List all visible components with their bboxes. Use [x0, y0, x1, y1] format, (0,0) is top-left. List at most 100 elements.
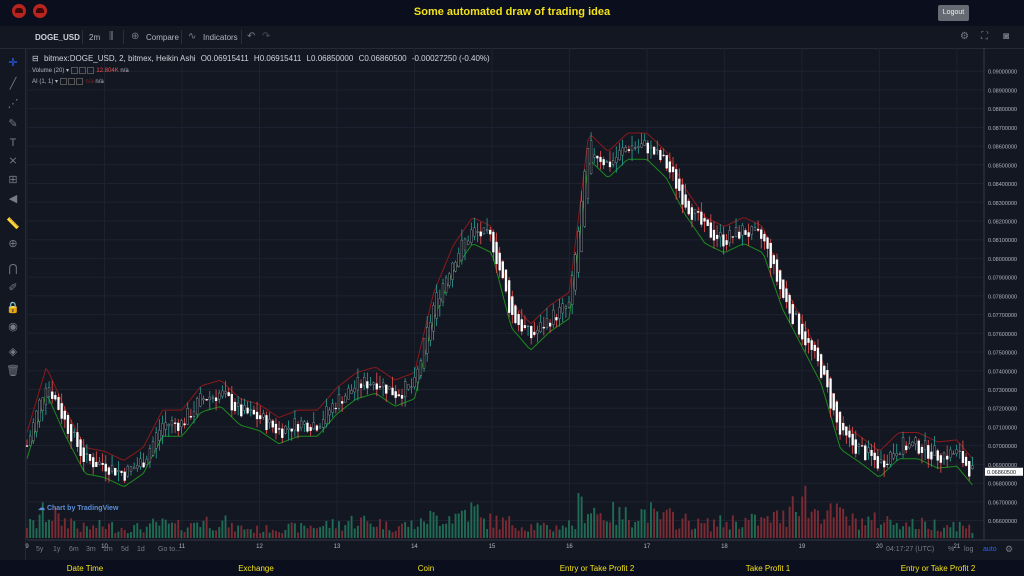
fib-tool-icon[interactable]: ⋰ — [7, 98, 19, 110]
volume-bar — [514, 527, 517, 538]
bull-logo-icon[interactable] — [33, 4, 47, 18]
legend-eye-icon[interactable] — [70, 67, 78, 74]
utc-clock[interactable]: 04:17:27 (UTC) — [886, 546, 935, 553]
trash-icon[interactable]: 🗑 — [6, 365, 20, 377]
candlesticks — [25, 132, 974, 484]
lock-icon[interactable]: 🔒 — [6, 302, 20, 314]
auto-toggle[interactable]: auto — [983, 546, 997, 553]
compare-button[interactable]: Compare — [146, 33, 179, 42]
price-tick-label: 0.06600000 — [988, 519, 1017, 525]
volume-bar — [445, 523, 448, 538]
compare-icon[interactable]: ⊕ — [131, 31, 140, 42]
fullscreen-icon[interactable]: ⛶ — [981, 31, 988, 42]
volume-bar — [801, 496, 804, 538]
indicators-icon[interactable]: ∿ — [188, 31, 197, 42]
layers-icon[interactable]: ◈ — [8, 346, 18, 358]
candle-body — [961, 451, 965, 463]
volume-bar — [171, 522, 173, 538]
volume-bar — [492, 527, 495, 538]
ai-label[interactable]: AI (1, 1) — [32, 79, 54, 86]
candle-body — [340, 401, 344, 404]
percent-toggle[interactable]: % — [948, 546, 955, 553]
price-chart[interactable]: 0.06600000 0.06700000 0.06800000 0.06900000… — [0, 26, 1024, 560]
brush-icon[interactable]: ✎ — [8, 118, 18, 130]
candle-body — [542, 326, 545, 329]
candle-body — [703, 217, 706, 222]
candle-body — [523, 325, 527, 328]
stay-drawing-icon[interactable]: ✐ — [8, 282, 18, 294]
candle-body — [158, 429, 161, 441]
pattern-tool-icon[interactable]: ⨯ — [8, 155, 18, 167]
candle-body — [826, 370, 829, 388]
interval-selector[interactable]: 2m — [89, 33, 101, 42]
candle-body — [927, 445, 930, 459]
candle-body — [889, 451, 892, 465]
footer-date-time: Date Time — [66, 564, 104, 573]
text-tool-icon[interactable]: T — [9, 137, 17, 149]
price-tick-label: 0.07700000 — [988, 313, 1017, 319]
volume-bar — [218, 527, 221, 538]
legend-close: C0.06860500 — [358, 54, 407, 63]
main-legend: ⊟ bitmex:DOGE_USD, 2, bitmex, Heikin Ash… — [32, 54, 493, 63]
candle-body — [88, 454, 92, 461]
candle-body — [908, 443, 911, 449]
candle-body — [627, 149, 631, 151]
crosshair-icon[interactable]: ✛ — [8, 57, 18, 69]
indicators-button[interactable]: Indicators — [203, 33, 238, 42]
volume-bar — [533, 530, 536, 538]
axis-settings-icon[interactable]: ⚙ — [1005, 544, 1014, 554]
logout-button[interactable]: Logout — [938, 5, 969, 21]
volume-bar — [196, 522, 199, 538]
candle-body — [923, 440, 927, 451]
range-5d[interactable]: 5d — [121, 546, 129, 553]
candle-body — [615, 157, 618, 163]
bull-logo-icon[interactable] — [12, 4, 26, 18]
candle-body — [545, 318, 549, 328]
candle-body — [511, 296, 514, 316]
arrow-left-icon[interactable]: ◀ — [8, 193, 18, 205]
range-6m[interactable]: 6m — [69, 546, 79, 553]
redo-icon[interactable]: ↷ — [262, 31, 271, 42]
prediction-tool-icon[interactable]: ⊞ — [8, 174, 18, 186]
candle-body — [331, 403, 334, 413]
candle-body — [794, 313, 798, 315]
legend-settings-icon[interactable] — [78, 67, 86, 74]
magnet-icon[interactable]: ⋂ — [8, 263, 18, 275]
screenshot-camera-icon[interactable]: ◙ — [1003, 31, 1010, 42]
volume-bar — [391, 532, 394, 538]
volume-bar — [763, 518, 766, 538]
volume-bar — [590, 513, 593, 538]
tradingview-watermark[interactable]: ☁ Chart by TradingView — [38, 505, 119, 512]
volume-bar — [946, 525, 949, 538]
candle-body — [101, 462, 104, 465]
legend-close-icon[interactable] — [75, 78, 83, 85]
range-1m[interactable]: 1m — [103, 546, 113, 553]
candle-body — [769, 242, 772, 268]
candle-body — [756, 228, 760, 231]
symbol-search[interactable]: DOGE_USD — [35, 33, 80, 42]
legend-eye-icon[interactable] — [59, 78, 67, 85]
ruler-icon[interactable]: 📏 — [6, 218, 20, 230]
candle-body — [426, 326, 429, 354]
volume-bar — [728, 529, 731, 538]
range-1y[interactable]: 1y — [53, 546, 61, 553]
volume-label[interactable]: Volume (20) — [32, 68, 65, 75]
eye-icon[interactable]: ◉ — [8, 321, 18, 333]
chart-style-icon[interactable]: ⫼ — [109, 31, 114, 42]
zoom-in-icon[interactable]: ⊕ — [8, 238, 18, 250]
legend-close-icon[interactable] — [86, 67, 94, 74]
log-toggle[interactable]: log — [964, 546, 974, 553]
candle-body — [971, 465, 974, 469]
settings-gear-icon[interactable]: ⚙ — [960, 31, 969, 42]
volume-bar — [760, 517, 763, 538]
legend-settings-icon[interactable] — [67, 78, 75, 85]
candle-body — [936, 450, 939, 461]
goto-button[interactable]: Go to... — [158, 546, 181, 553]
range-3m[interactable]: 3m — [86, 546, 96, 553]
range-1d[interactable]: 1d — [137, 546, 145, 553]
trendline-icon[interactable]: ╱ — [9, 78, 17, 90]
undo-icon[interactable]: ↶ — [247, 31, 256, 42]
range-5y[interactable]: 5y — [36, 546, 44, 553]
legend-collapse-icon[interactable]: ⊟ — [32, 54, 39, 63]
volume-bar — [933, 519, 936, 538]
